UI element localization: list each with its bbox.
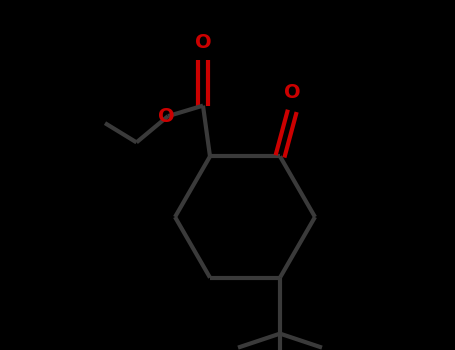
Text: O: O xyxy=(158,107,175,126)
Text: O: O xyxy=(284,83,301,102)
Text: O: O xyxy=(195,34,211,52)
